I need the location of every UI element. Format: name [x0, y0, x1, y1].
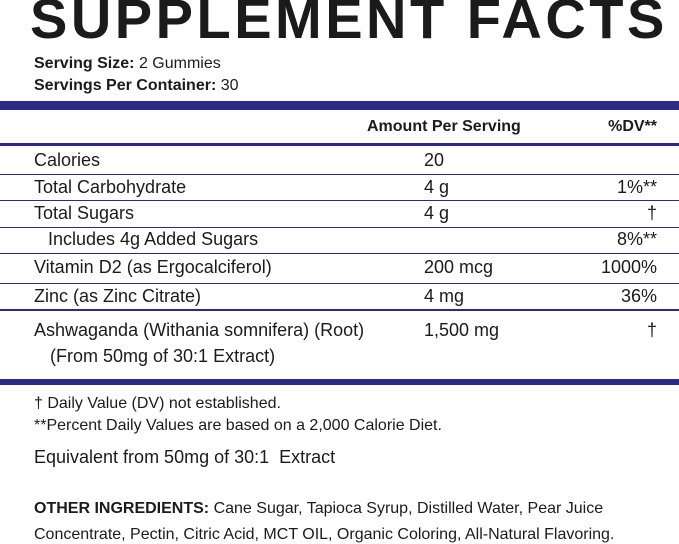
label: OTHER INGREDIENTS:	[34, 500, 210, 517]
footnote: † Daily Value (DV) not established.	[34, 395, 281, 412]
title: SUPPLEMENT FACTS	[30, 0, 668, 50]
daily-value: †	[646, 203, 657, 223]
serving-size: Serving Size: 2 Gummies	[34, 55, 221, 73]
rule	[0, 227, 679, 228]
nutrient-name: Includes 4g Added Sugars	[48, 229, 259, 249]
nutrient-name: Ashwaganda (Withania somnifera) (Root)	[34, 320, 365, 340]
amount: 4 mg	[424, 286, 465, 306]
nutrient-name: Zinc (as Zinc Citrate)	[34, 286, 202, 306]
nutrient-name: Vitamin D2 (as Ergocalciferol)	[34, 257, 272, 277]
nutrient-name: Total Sugars	[34, 203, 135, 223]
amount-header: Amount Per Serving	[367, 118, 521, 135]
daily-value: †	[646, 320, 657, 340]
dv-header: %DV**	[608, 118, 657, 135]
daily-value: 36%	[620, 286, 657, 306]
rule	[0, 379, 679, 385]
footnote: **Percent Daily Values are based on a 2,…	[34, 417, 442, 434]
rule	[0, 143, 679, 146]
daily-value: 8%**	[616, 229, 657, 249]
equivalent: Equivalent from 50mg of 30:1 Extract	[34, 447, 336, 467]
rule	[0, 101, 679, 110]
rule	[0, 253, 679, 254]
amount: 200 mcg	[424, 257, 494, 277]
nutrient-name: Calories	[34, 150, 101, 170]
daily-value: 1%**	[616, 177, 657, 197]
amount: 4 g	[424, 203, 450, 223]
rule	[0, 200, 679, 201]
rule	[0, 309, 679, 311]
label: Servings Per Container:	[34, 77, 217, 94]
nutrient-sub: (From 50mg of 30:1 Extract)	[50, 346, 276, 366]
servings-per-container: Servings Per Container: 30	[34, 77, 239, 95]
other-ingredients: OTHER INGREDIENTS: Cane Sugar, Tapioca S…	[34, 496, 664, 544]
daily-value: 1000%	[600, 257, 657, 277]
amount: 1,500 mg	[424, 320, 500, 340]
nutrient-name: Total Carbohydrate	[34, 177, 187, 197]
value: 30	[220, 77, 239, 94]
amount: 20	[424, 150, 445, 170]
value: 2 Gummies	[138, 55, 221, 72]
rule	[0, 174, 679, 175]
rule	[0, 283, 679, 284]
label: Serving Size:	[34, 55, 135, 72]
text: Cane Sugar, Tapioca Syrup, Distilled Wat…	[34, 500, 615, 543]
amount: 4 g	[424, 177, 450, 197]
